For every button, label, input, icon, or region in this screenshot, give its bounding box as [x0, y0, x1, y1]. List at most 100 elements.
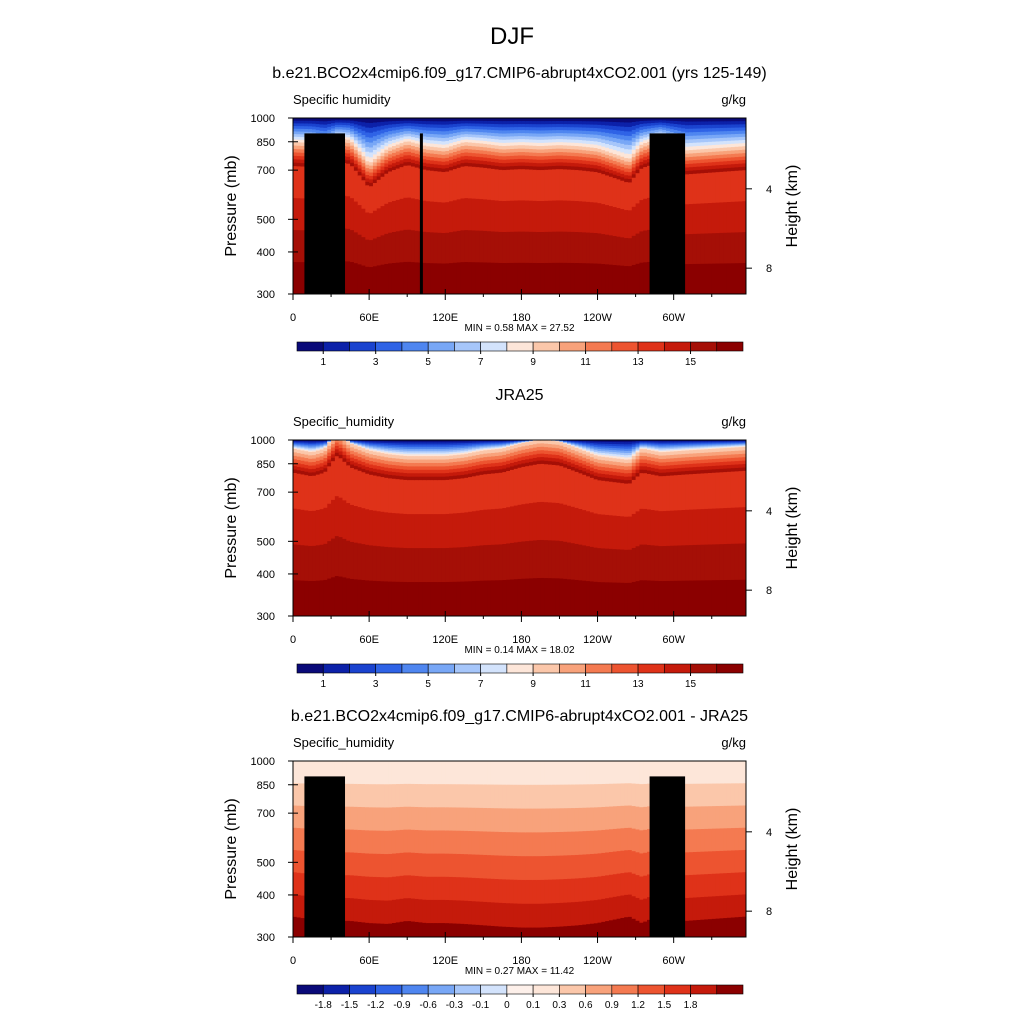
heatmap-cell — [376, 147, 382, 153]
heatmap-cell — [574, 440, 580, 442]
heatmap-cell — [677, 446, 682, 448]
heatmap-cell — [578, 459, 583, 464]
heatmap-cell — [654, 448, 660, 451]
heatmap-cell — [719, 458, 724, 463]
heatmap-cell — [422, 454, 427, 457]
heatmap-cell — [544, 450, 549, 455]
heatmap-cell — [509, 162, 515, 167]
heatmap-cell — [635, 473, 641, 478]
heatmap-cell — [441, 548, 446, 583]
heatmap-cell — [738, 137, 743, 141]
heatmap-cell — [460, 443, 465, 446]
heatmap-cell — [688, 121, 694, 126]
heatmap-cell — [723, 118, 728, 122]
heatmap-cell — [635, 131, 641, 136]
heatmap-cell — [449, 440, 454, 443]
heatmap-cell — [422, 159, 427, 164]
heatmap-column — [380, 440, 385, 616]
heatmap-cell — [685, 234, 690, 265]
heatmap-cell — [567, 136, 572, 141]
heatmap-cell — [570, 156, 576, 161]
heatmap-cell — [574, 166, 580, 171]
heatmap-cell — [612, 122, 618, 127]
heatmap-cell — [456, 446, 462, 449]
heatmap-cell — [532, 142, 538, 147]
heatmap-cell — [403, 459, 408, 464]
heatmap-cell — [357, 132, 363, 138]
heatmap-cell — [612, 126, 618, 131]
heatmap-cell — [631, 466, 637, 471]
heatmap-cell — [430, 130, 435, 135]
heatmap-cell — [437, 164, 443, 169]
heatmap-column — [350, 118, 355, 294]
heatmap-cell — [570, 463, 576, 468]
heatmap-cell — [468, 456, 473, 461]
heatmap-cell — [346, 156, 351, 161]
heatmap-cell — [494, 443, 500, 445]
heatmap-cell — [296, 470, 302, 475]
heatmap-cell — [624, 171, 629, 176]
heatmap-cell — [631, 206, 637, 237]
heatmap-cell — [723, 202, 728, 234]
heatmap-cell — [391, 449, 397, 453]
heatmap-cell — [445, 547, 450, 583]
heatmap-cell — [685, 167, 690, 172]
heatmap-cell — [464, 198, 469, 231]
heatmap-cell — [635, 462, 641, 467]
heatmap-cell — [719, 468, 724, 473]
heatmap-cell — [464, 460, 469, 465]
heatmap-cell — [456, 451, 462, 454]
heatmap-cell — [548, 139, 553, 144]
heatmap-cell — [441, 124, 446, 129]
heatmap-column — [388, 440, 393, 616]
heatmap-cell — [563, 578, 568, 616]
heatmap-cell — [483, 150, 488, 155]
heatmap-cell — [666, 130, 671, 135]
heatmap-cell — [704, 473, 709, 510]
heatmap-cell — [494, 508, 500, 546]
heatmap-cell — [506, 166, 511, 171]
heatmap-cell — [570, 470, 576, 508]
heatmap-cell — [685, 170, 690, 175]
heatmap-cell — [471, 455, 477, 460]
heatmap-cell — [418, 126, 424, 131]
heatmap-cell — [688, 153, 694, 158]
heatmap-cell — [403, 479, 408, 515]
heatmap-cell — [734, 170, 739, 203]
heatmap-cell — [331, 499, 336, 540]
heatmap-cell — [597, 233, 602, 265]
heatmap-cell — [346, 139, 351, 144]
heatmap-cell — [540, 133, 545, 138]
heatmap-cell — [369, 444, 374, 447]
heatmap-cell — [608, 447, 614, 451]
heatmap-cell — [479, 134, 484, 139]
heatmap-cell — [479, 440, 484, 442]
heatmap-cell — [635, 233, 641, 265]
heatmap-cell — [391, 547, 397, 583]
heatmap-cell — [475, 443, 481, 446]
heatmap-cell — [517, 541, 523, 580]
heatmap-cell — [399, 140, 404, 144]
heatmap-cell — [612, 207, 618, 237]
heatmap-cell — [357, 460, 363, 465]
heatmap-cell — [513, 133, 519, 137]
heatmap-cell — [730, 140, 736, 145]
heatmap-cell — [369, 447, 374, 450]
heatmap-cell — [719, 263, 724, 294]
heatmap-cell — [574, 442, 580, 445]
heatmap-cell — [685, 467, 690, 472]
heatmap-cell — [418, 459, 424, 464]
heatmap-cell — [551, 461, 557, 466]
heatmap-cell — [452, 547, 458, 583]
heatmap-cell — [517, 464, 523, 469]
heatmap-cell — [422, 459, 427, 464]
heatmap-cell — [521, 453, 526, 458]
heatmap-cell — [502, 508, 507, 545]
heatmap-cell — [677, 121, 682, 126]
heatmap-cell — [597, 514, 602, 549]
heatmap-cell — [372, 441, 378, 444]
heatmap-cell — [346, 137, 351, 141]
heatmap-cell — [498, 200, 503, 233]
heatmap-cell — [677, 468, 682, 473]
heatmap-cell — [300, 166, 306, 199]
